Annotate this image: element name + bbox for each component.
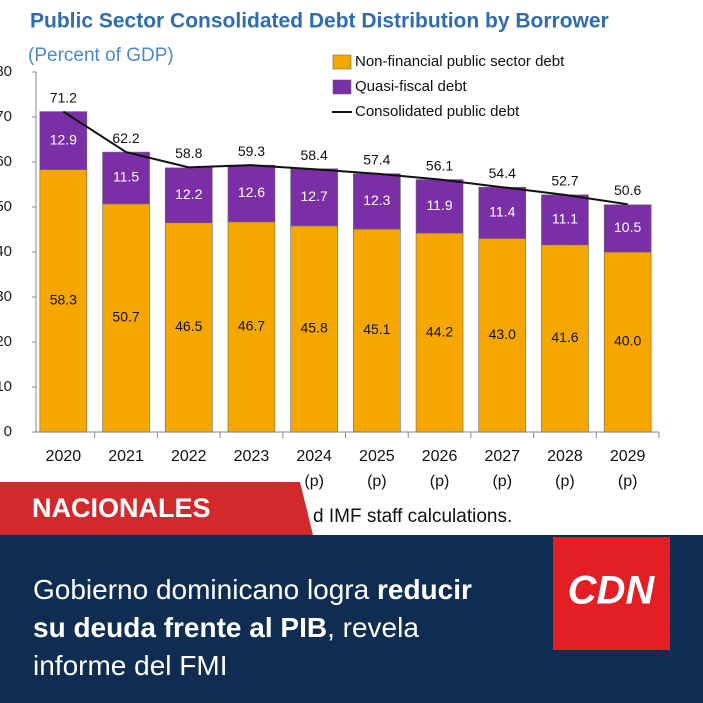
data-label: 56.1 — [426, 157, 453, 173]
source-note: d IMF staff calculations. — [313, 506, 512, 527]
legend-swatch — [332, 54, 352, 70]
x-tick-label: 2025 — [359, 448, 395, 465]
data-label: 45.1 — [363, 321, 390, 337]
logo: CDN — [568, 569, 656, 613]
bar-segment — [541, 244, 589, 433]
section-label: NACIONALES — [32, 493, 211, 523]
data-label: 44.2 — [426, 323, 453, 339]
y-tick-label: 20 — [0, 333, 12, 350]
headline-part: , revela — [327, 612, 419, 643]
x-tick-label: 2022 — [171, 448, 207, 465]
y-tick-label: 30 — [0, 288, 12, 305]
logo-box — [553, 537, 670, 650]
line — [62, 110, 628, 206]
data-label: 12.9 — [50, 131, 77, 147]
data-label: 50.6 — [614, 182, 641, 198]
bar-segment — [227, 221, 276, 433]
bar-segment — [415, 179, 464, 234]
data-label: 40.0 — [614, 333, 641, 349]
data-label: 46.5 — [175, 318, 202, 334]
headline-line: informe del FMI — [33, 650, 228, 681]
x-tick-label: 2021 — [108, 448, 144, 465]
bar-segment — [102, 203, 150, 433]
x-tick-note: (p) — [430, 473, 450, 490]
data-label: 62.2 — [112, 130, 139, 146]
x-tick-note: (p) — [492, 473, 512, 490]
x-tick-label: 2027 — [484, 448, 520, 465]
x-tick-label: 2026 — [422, 448, 458, 465]
legend-swatch — [332, 79, 352, 95]
y-tick-label: 70 — [0, 108, 12, 125]
y-tick-label: 0 — [4, 423, 12, 440]
data-label: 10.5 — [614, 219, 641, 235]
x-tick-label: 2028 — [547, 448, 583, 465]
headline: Gobierno dominicano logra reducir su deud… — [33, 574, 472, 681]
data-label: 12.2 — [175, 186, 202, 202]
y-tick-label: 50 — [0, 198, 12, 215]
data-label: 11.1 — [552, 211, 578, 227]
data-label: 52.7 — [551, 173, 578, 189]
chart-subtitle: (Percent of GDP) — [28, 45, 174, 66]
x-tick-note: (p) — [367, 473, 387, 490]
x-tick-note: (p) — [618, 473, 638, 490]
headline-line: Gobierno dominicano logra reducir — [33, 574, 472, 605]
bar-segment — [290, 168, 338, 227]
bar-segment — [541, 194, 589, 246]
section-tag — [0, 482, 313, 535]
bar-segment — [415, 232, 464, 433]
data-label: 59.3 — [238, 143, 265, 159]
x-tick-label: 2020 — [46, 448, 82, 465]
data-label: 45.8 — [301, 320, 328, 336]
headline-line: su deuda frente al PIB, revela — [33, 612, 419, 643]
data-label: 57.4 — [363, 151, 390, 167]
bar-segment — [102, 151, 150, 205]
x-tick-label: 2029 — [610, 448, 646, 465]
headline-part: su deuda frente al PIB — [33, 612, 327, 643]
data-label: 11.4 — [489, 204, 515, 220]
x-tick-note: (p) — [555, 473, 575, 490]
y-tick-label: 10 — [0, 378, 12, 395]
legend-label: Quasi-fiscal debt — [355, 78, 468, 95]
bar-segment — [290, 225, 338, 433]
y-tick-label: 80 — [0, 63, 12, 80]
bar-segment — [353, 228, 401, 433]
bar-segment — [164, 222, 213, 433]
x-tick-note: (p) — [304, 473, 324, 490]
data-label: 54.4 — [489, 165, 516, 181]
data-label: 58.8 — [175, 145, 202, 161]
bar-segment — [353, 173, 401, 230]
plot: 0 10 20 30 40 50 60 70 80 2020 2021 2022 2023 2024 (p)… — [0, 53, 660, 490]
data-label: 12.3 — [363, 192, 390, 208]
legend-label: Consolidated public debt — [355, 103, 520, 120]
bar-segment — [39, 169, 88, 433]
data-label: 58.4 — [301, 147, 328, 163]
data-label: 11.5 — [113, 169, 139, 185]
headline-part: informe del FMI — [33, 650, 228, 681]
data-label: 11.9 — [426, 197, 452, 213]
data-label: 71.2 — [50, 89, 77, 105]
data-label: 41.6 — [551, 329, 578, 345]
legend-label: Non-financial public sector debt — [355, 53, 565, 70]
headline-part: reducir — [377, 574, 472, 605]
x-tick-label: 2023 — [234, 448, 270, 465]
data-label: 50.7 — [112, 309, 139, 325]
data-label: 43.0 — [489, 326, 516, 342]
x-tick-label: 2024 — [296, 448, 332, 465]
data-label: 12.7 — [301, 188, 328, 204]
chart-title: Public Sector Consolidated Debt Distribu… — [30, 10, 609, 33]
bar-segment — [603, 204, 652, 253]
bar-segment — [478, 186, 527, 239]
data-label: 46.7 — [238, 318, 265, 334]
y-tick-label: 60 — [0, 153, 12, 170]
bar-segment — [603, 251, 652, 433]
data-label: 58.3 — [50, 292, 77, 308]
data-label: 12.6 — [238, 184, 265, 200]
headline-part: Gobierno dominicano logra — [33, 574, 377, 605]
bar-segment — [478, 238, 527, 433]
bar-segment — [164, 167, 213, 224]
y-tick-label: 40 — [0, 243, 12, 260]
